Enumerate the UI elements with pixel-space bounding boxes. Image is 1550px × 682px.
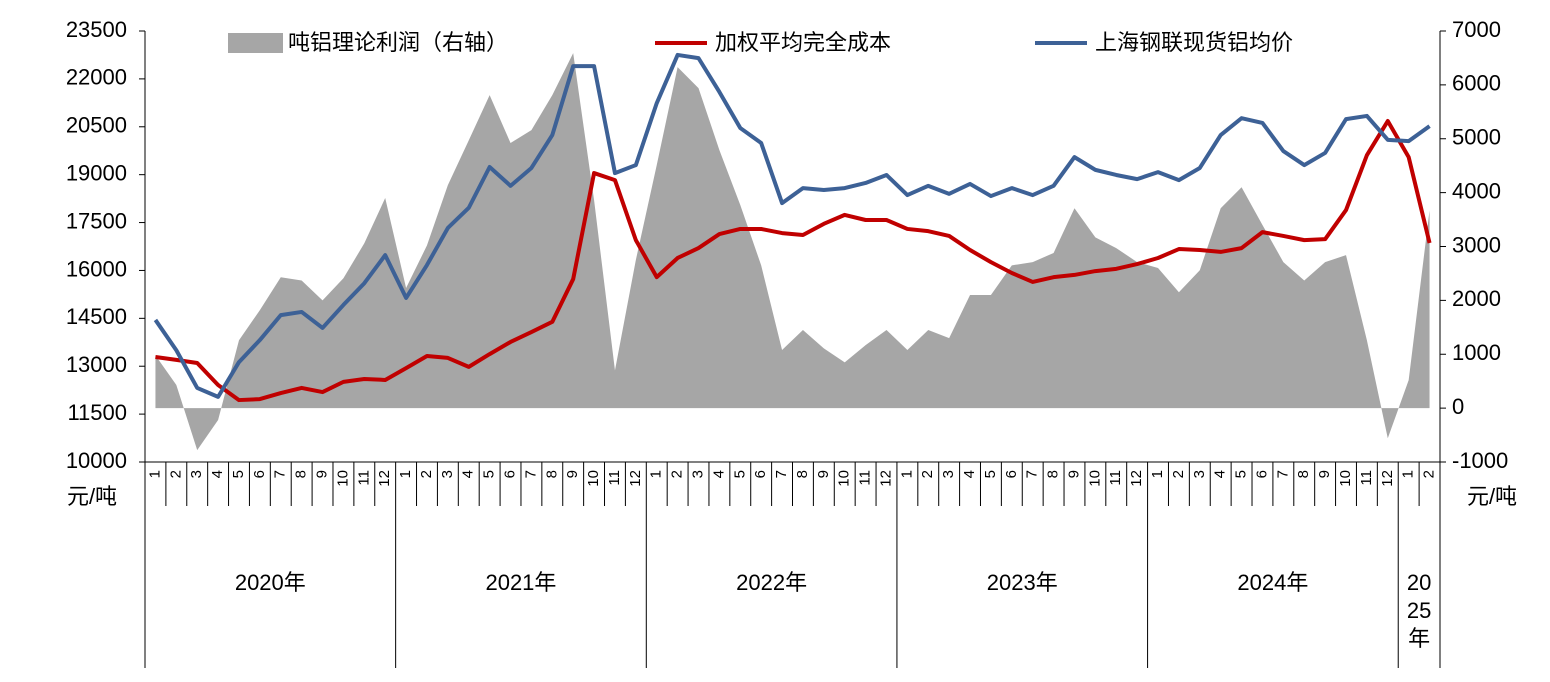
- y-tick-label: 14500: [66, 304, 127, 329]
- x-tick-label: 3: [940, 470, 957, 478]
- x-tick-label: 9: [314, 470, 331, 478]
- x-tick-label: 1: [648, 470, 665, 478]
- x-group-label: 2023年: [986, 570, 1058, 595]
- x-tick-label: 7: [1024, 470, 1041, 478]
- x-tick-label: 11: [1107, 470, 1124, 486]
- y-tick-label: 23500: [66, 17, 127, 42]
- x-tick-label: 8: [293, 470, 310, 478]
- y2-tick-label: -1000: [1452, 448, 1508, 473]
- y2-tick-label: 4000: [1452, 178, 1501, 203]
- x-tick-label: 8: [794, 470, 811, 478]
- x-tick-label: 5: [230, 470, 247, 478]
- x-tick-label: 6: [251, 470, 268, 478]
- y-tick-label: 10000: [66, 448, 127, 473]
- y2-tick-label: 7000: [1452, 17, 1501, 42]
- x-tick-label: 8: [1045, 470, 1062, 478]
- x-tick-label: 9: [1065, 470, 1082, 478]
- x-tick-label: 1: [146, 470, 163, 478]
- x-tick-label: 9: [1316, 470, 1333, 478]
- x-tick-label: 4: [460, 470, 477, 478]
- y2-tick-label: 1000: [1452, 340, 1501, 365]
- x-group-label: 2024年: [1237, 570, 1309, 595]
- x-tick-label: 5: [481, 470, 498, 478]
- x-tick-label: 10: [836, 470, 853, 487]
- x-tick-label: 7: [272, 470, 289, 478]
- x-tick-label: 4: [209, 470, 226, 478]
- x-tick-label: 3: [188, 470, 205, 478]
- x-tick-label: 5: [731, 470, 748, 478]
- x-tick-label: 3: [689, 470, 706, 478]
- x-tick-label: 1: [898, 470, 915, 478]
- x-tick-label: 2: [1421, 470, 1438, 478]
- x-tick-label: 5: [982, 470, 999, 478]
- x-tick-label: 6: [501, 470, 518, 478]
- legend-label: 上海钢联现货铝均价: [1095, 30, 1293, 55]
- x-tick-label: 10: [1337, 470, 1354, 487]
- x-tick-label: 2: [919, 470, 936, 478]
- x-tick-label: 7: [773, 470, 790, 478]
- y-tick-label: 22000: [66, 65, 127, 90]
- x-tick-label: 4: [710, 470, 727, 478]
- x-tick-label: 11: [1358, 470, 1375, 486]
- x-tick-label: 9: [815, 470, 832, 478]
- x-tick-label: 2: [1170, 470, 1187, 478]
- legend-label: 吨铝理论利润（右轴）: [288, 30, 508, 55]
- x-tick-label: 12: [1379, 470, 1396, 487]
- x-tick-label: 10: [334, 470, 351, 487]
- x-tick-label: 12: [877, 470, 894, 487]
- x-tick-label: 11: [606, 470, 623, 486]
- x-tick-label: 6: [752, 470, 769, 478]
- x-tick-label: 3: [1191, 470, 1208, 478]
- y2-tick-label: 0: [1452, 394, 1464, 419]
- y-axis-label: 元/吨: [67, 484, 117, 509]
- y-tick-label: 11500: [67, 400, 127, 425]
- y2-tick-label: 2000: [1452, 286, 1501, 311]
- x-tick-label: 2: [418, 470, 435, 478]
- legend-label: 加权平均完全成本: [715, 30, 891, 55]
- y2-tick-label: 3000: [1452, 232, 1501, 257]
- legend-swatch: [228, 33, 283, 53]
- x-tick-label: 8: [1295, 470, 1312, 478]
- x-tick-label: 6: [1003, 470, 1020, 478]
- y-tick-label: 20500: [66, 113, 127, 138]
- x-tick-label: 10: [585, 470, 602, 487]
- x-group-label: 2021年: [485, 570, 557, 595]
- x-group-label: 2025年: [1406, 570, 1432, 651]
- x-tick-label: 4: [1212, 470, 1229, 478]
- y2-axis-label: 元/吨: [1467, 484, 1517, 509]
- x-tick-label: 5: [1233, 470, 1250, 478]
- series-line: [155, 119, 1432, 403]
- x-tick-label: 11: [857, 470, 874, 486]
- x-tick-label: 4: [961, 470, 978, 478]
- x-tick-label: 9: [564, 470, 581, 478]
- x-tick-label: 1: [397, 470, 414, 478]
- x-tick-label: 1: [1400, 470, 1417, 478]
- y-tick-label: 19000: [66, 160, 127, 185]
- y-tick-label: 13000: [66, 352, 127, 377]
- x-tick-label: 3: [439, 470, 456, 478]
- x-tick-label: 2: [167, 470, 184, 478]
- x-tick-label: 6: [1253, 470, 1270, 478]
- y-tick-label: 16000: [66, 256, 127, 281]
- y-tick-label: 17500: [66, 208, 127, 233]
- x-tick-label: 10: [1086, 470, 1103, 487]
- y2-tick-label: 5000: [1452, 125, 1501, 150]
- x-tick-label: 2: [669, 470, 686, 478]
- series-line: [153, 52, 1431, 399]
- x-group-label: 2020年: [234, 570, 306, 595]
- x-tick-label: 1: [1149, 470, 1166, 478]
- profit-area: [155, 53, 1430, 451]
- x-tick-label: 7: [1274, 470, 1291, 478]
- x-tick-label: 12: [1128, 470, 1145, 487]
- x-tick-label: 7: [522, 470, 539, 478]
- x-tick-label: 12: [627, 470, 644, 487]
- x-tick-label: 8: [543, 470, 560, 478]
- x-group-label: 2022年: [736, 570, 808, 595]
- x-tick-label: 12: [376, 470, 393, 487]
- x-tick-label: 11: [355, 470, 372, 486]
- y2-tick-label: 6000: [1452, 71, 1501, 96]
